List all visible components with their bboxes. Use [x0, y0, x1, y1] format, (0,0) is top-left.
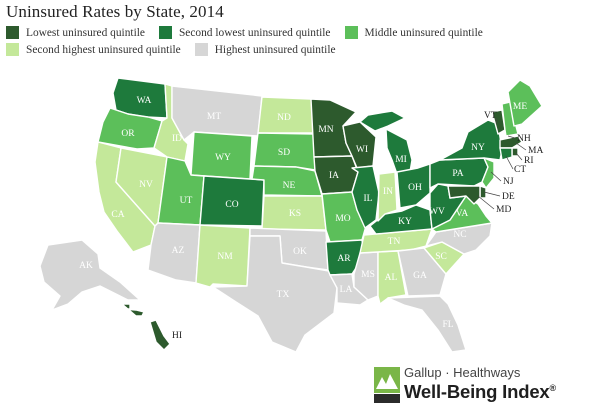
legend-item-q4: Second highest uninsured quintile: [6, 43, 181, 56]
state-labels: WA OR CA NV ID MT WY UT CO AZ NM ND SD N…: [79, 96, 543, 341]
state-label-or: OR: [121, 129, 135, 139]
state-label-sc: SC: [435, 252, 447, 262]
state-hi[interactable]: [149, 319, 171, 351]
state-label-ok: OK: [293, 247, 307, 257]
well-being-logo-icon: [374, 367, 400, 403]
logo-main-label: Well-Being Index: [404, 381, 550, 402]
state-label-al: AL: [385, 273, 398, 283]
logo-main-text: Well-Being Index®: [404, 381, 556, 403]
legend-label-q1: Lowest uninsured quintile: [26, 26, 145, 39]
map-title: Uninsured Rates by State, 2014: [6, 2, 224, 21]
gallup-healthways-logo: Gallup · Healthways Well-Being Index®: [374, 364, 596, 406]
state-mi[interactable]: [385, 128, 413, 175]
legend-item-q5: Highest uninsured quintile: [194, 43, 336, 56]
logo-top-text: Gallup · Healthways: [404, 365, 521, 380]
state-label-vt: VT: [484, 111, 497, 121]
state-label-ct: CT: [514, 165, 526, 175]
state-label-tx: TX: [277, 290, 290, 300]
state-label-wa: WA: [137, 96, 152, 106]
state-label-id: ID: [172, 134, 182, 144]
state-hi-islands[interactable]: [121, 303, 145, 317]
state-label-nj: NJ: [503, 177, 514, 187]
state-label-ca: CA: [111, 210, 124, 220]
state-ct[interactable]: [499, 147, 513, 161]
state-md[interactable]: [447, 185, 481, 205]
state-label-pa: PA: [452, 169, 463, 179]
legend: Lowest uninsured quintile Second lowest …: [6, 24, 596, 58]
legend-label-q5: Highest uninsured quintile: [214, 43, 336, 56]
legend-label-q3: Middle uninsured quintile: [364, 26, 483, 39]
state-label-mt: MT: [207, 112, 221, 122]
state-label-il: IL: [364, 194, 373, 204]
state-label-sd: SD: [278, 148, 290, 158]
state-label-ak: AK: [79, 261, 93, 271]
state-label-mo: MO: [335, 214, 350, 224]
us-map: WA OR CA NV ID MT WY UT CO AZ NM ND SD N…: [39, 77, 543, 353]
state-label-la: LA: [340, 285, 353, 295]
legend-label-q2: Second lowest uninsured quintile: [178, 26, 331, 39]
state-in[interactable]: [377, 171, 398, 222]
state-label-va: VA: [456, 209, 469, 219]
state-label-mn: MN: [318, 125, 333, 135]
state-ny[interactable]: [439, 119, 503, 161]
state-label-ri: RI: [524, 156, 534, 166]
state-label-co: CO: [225, 200, 238, 210]
state-label-nv: NV: [139, 180, 153, 190]
state-mi-upper[interactable]: [359, 110, 406, 132]
state-il[interactable]: [351, 165, 380, 229]
state-label-md: MD: [496, 205, 511, 215]
state-label-oh: OH: [408, 183, 422, 193]
state-label-tn: TN: [388, 237, 401, 247]
state-label-ks: KS: [289, 209, 301, 219]
state-label-ga: GA: [413, 271, 427, 281]
state-label-nd: ND: [277, 113, 291, 123]
state-tx[interactable]: [212, 235, 338, 353]
state-label-nc: NC: [453, 230, 466, 240]
state-label-wv: WV: [429, 207, 445, 217]
state-label-de: DE: [502, 192, 515, 202]
states-layer: [39, 77, 543, 353]
legend-item-q3: Middle uninsured quintile: [344, 26, 483, 39]
state-label-in: IN: [383, 187, 393, 197]
state-label-wi: WI: [356, 145, 368, 155]
state-label-ut: UT: [180, 196, 193, 206]
state-label-ia: IA: [329, 171, 339, 181]
legend-item-q1: Lowest uninsured quintile: [6, 26, 145, 39]
state-me[interactable]: [507, 79, 543, 127]
legend-swatch-q5: [194, 43, 208, 56]
state-label-ma: MA: [528, 146, 543, 156]
logo-registered-mark: ®: [549, 382, 557, 393]
state-fl[interactable]: [387, 295, 467, 353]
state-label-wy: WY: [215, 153, 231, 163]
legend-swatch-q4: [6, 43, 19, 56]
state-label-mi: MI: [395, 155, 407, 165]
state-label-az: AZ: [172, 246, 185, 256]
state-label-nh: NH: [517, 134, 531, 144]
legend-swatch-q3: [344, 26, 358, 39]
state-label-hi: HI: [172, 331, 182, 341]
state-ma[interactable]: [499, 135, 523, 149]
label-leaders: [477, 117, 527, 210]
state-nh[interactable]: [501, 101, 519, 137]
state-label-ky: KY: [398, 217, 412, 227]
state-ak[interactable]: [39, 239, 141, 311]
state-label-ne: NE: [283, 181, 296, 191]
legend-swatch-q1: [6, 26, 19, 39]
state-label-me: ME: [513, 102, 527, 112]
state-label-fl: FL: [442, 320, 453, 330]
legend-label-q4: Second highest uninsured quintile: [26, 43, 181, 56]
state-la[interactable]: [329, 273, 369, 306]
state-label-ms: MS: [361, 270, 375, 280]
state-label-ar: AR: [337, 254, 351, 264]
state-label-nm: NM: [217, 252, 233, 262]
legend-swatch-q2: [158, 26, 172, 39]
legend-item-q2: Second lowest uninsured quintile: [158, 26, 331, 39]
state-label-ny: NY: [471, 143, 485, 153]
